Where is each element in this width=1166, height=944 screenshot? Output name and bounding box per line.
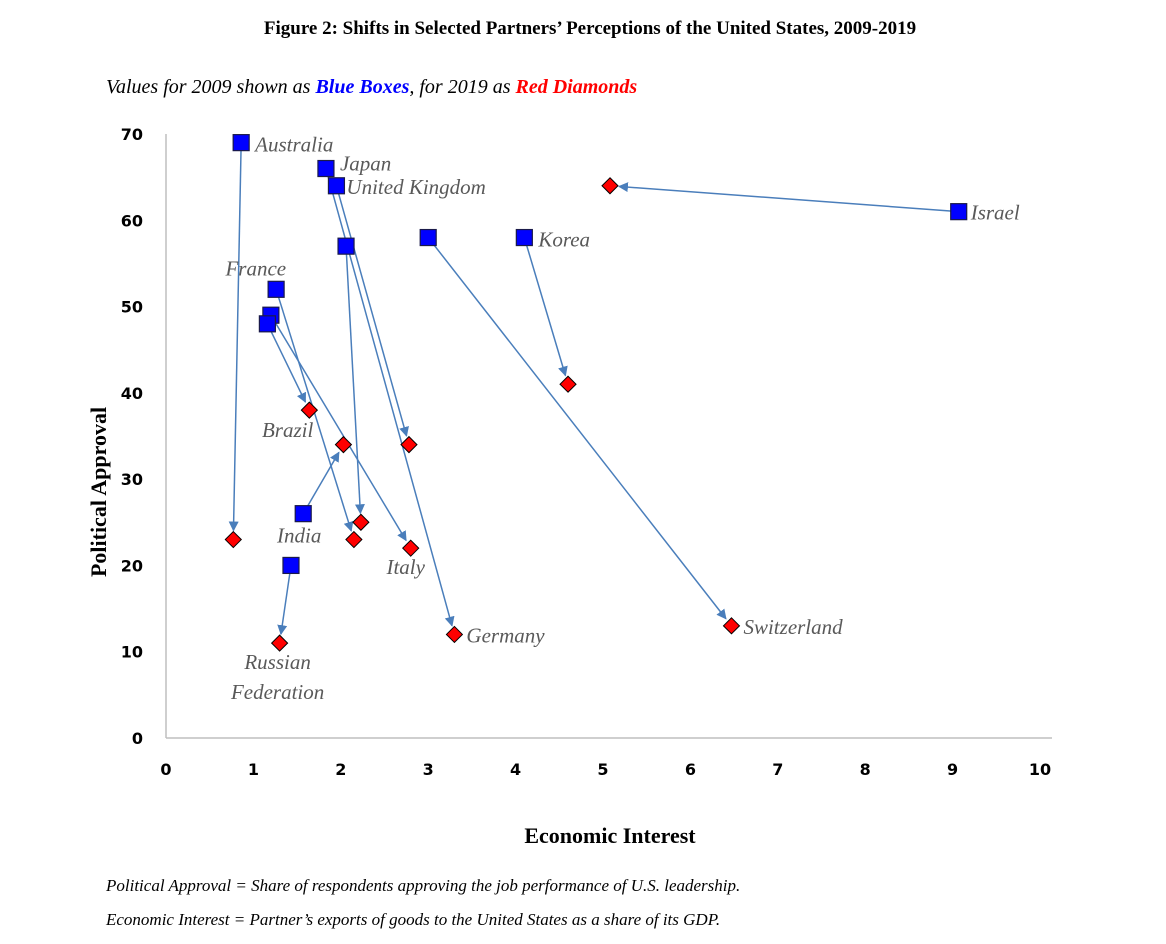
shift-arrow: [266, 323, 307, 403]
legend-red-diamonds: Red Diamonds: [515, 76, 638, 98]
y-tick-label: 10: [121, 643, 143, 662]
x-tick-label: 10: [1029, 760, 1051, 779]
point-2019-diamond: [402, 539, 420, 557]
shift-arrow: [302, 451, 340, 515]
x-tick-label: 2: [335, 760, 346, 779]
point-label: France: [224, 256, 286, 280]
x-tick-label: 5: [597, 760, 608, 779]
shift-arrow: [228, 142, 242, 532]
point-label: Switzerland: [743, 615, 843, 639]
point-2009-box: [258, 315, 276, 333]
point-2009-box: [267, 280, 285, 298]
point-label: Australia: [253, 133, 333, 157]
shift-arrow: [335, 185, 409, 437]
point-label: Federation: [230, 680, 324, 704]
x-tick-label: 7: [772, 760, 783, 779]
legend-blue-boxes: Blue Boxes: [315, 76, 410, 98]
point-2019-diamond: [224, 530, 243, 549]
point-2019-diamond: [334, 435, 353, 454]
y-tick-label: 50: [121, 298, 143, 317]
x-tick-label: 1: [248, 760, 259, 779]
y-tick-label: 30: [121, 470, 143, 489]
point-2019-diamond: [445, 625, 464, 644]
point-2009-box: [950, 203, 968, 221]
shift-arrow: [345, 246, 365, 515]
shift-arrow: [277, 565, 292, 636]
footnote-economic-interest: Economic Interest = Partner’s exports of…: [106, 910, 721, 929]
point-label: Italy: [385, 555, 425, 579]
shift-arrow: [427, 237, 727, 620]
y-axis-title: Political Approval: [86, 407, 111, 577]
point-2009-box: [419, 228, 437, 247]
point-2019-diamond: [345, 530, 363, 549]
point-label: United Kingdom: [346, 175, 485, 199]
shift-arrow: [270, 314, 407, 542]
x-tick-label: 8: [860, 760, 871, 779]
point-2019-diamond: [400, 435, 418, 454]
point-label: Korea: [537, 228, 590, 252]
point-2009-box: [232, 134, 250, 152]
point-2009-box: [515, 228, 533, 247]
point-2019-diamond: [722, 617, 741, 635]
point-2019-diamond: [559, 375, 577, 393]
subtitle-prefix: Values for 2009 shown as: [106, 76, 316, 98]
figure-title: Figure 2: Shifts in Selected Partners’ P…: [263, 18, 917, 39]
point-2009-box: [294, 505, 312, 523]
point-label: Japan: [340, 152, 391, 176]
x-tick-label: 0: [160, 760, 171, 779]
point-2019-diamond: [601, 177, 619, 195]
shift-arrow: [617, 182, 959, 213]
subtitle-middle: , for 2019 as: [409, 76, 516, 98]
point-2009-box: [282, 556, 300, 575]
point-2009-box: [327, 177, 346, 195]
point-label: Israel: [970, 201, 1020, 225]
point-label: Brazil: [262, 418, 314, 442]
point-2019-diamond: [300, 401, 319, 419]
point-label: Russian: [243, 650, 311, 674]
y-tick-label: 40: [121, 384, 143, 403]
y-tick-label: 0: [132, 729, 143, 748]
point-label: India: [276, 524, 321, 548]
y-tick-label: 70: [121, 125, 143, 144]
x-tick-label: 9: [947, 760, 958, 779]
point-2009-box: [337, 237, 355, 255]
x-tick-label: 6: [685, 760, 696, 779]
legend-subtitle: Values for 2009 shown as Blue Boxes, for…: [106, 76, 637, 99]
x-tick-label: 4: [510, 760, 521, 779]
x-axis-title: Economic Interest: [524, 823, 696, 848]
x-tick-label: 3: [423, 760, 434, 779]
footnote-political-approval: Political Approval = Share of respondent…: [106, 876, 741, 895]
point-2019-diamond: [270, 634, 289, 652]
point-2019-diamond: [352, 513, 370, 531]
y-tick-label: 20: [121, 556, 143, 575]
y-tick-label: 60: [121, 211, 143, 230]
shift-arrow: [523, 237, 568, 377]
point-label: Germany: [466, 623, 545, 647]
point-2009-box: [317, 159, 335, 178]
